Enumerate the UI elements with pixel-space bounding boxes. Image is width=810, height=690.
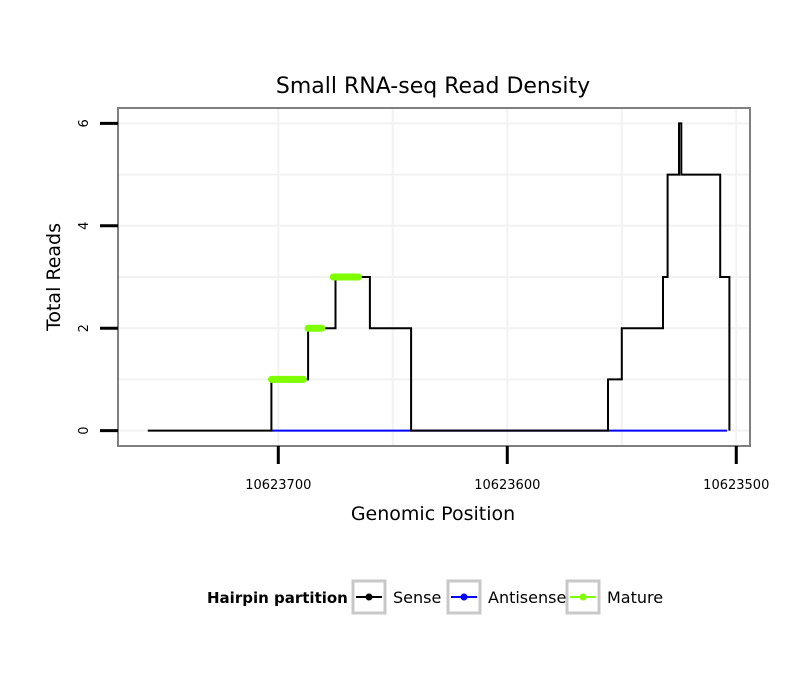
legend-point-sense bbox=[365, 593, 373, 601]
legend-label-antisense: Antisense bbox=[488, 588, 566, 607]
legend-item-antisense: Antisense bbox=[446, 579, 566, 615]
legend-key-antisense bbox=[446, 579, 482, 615]
y-tick-label: 0 bbox=[77, 426, 92, 434]
axes: 10623700 10623600 10623500 0 2 4 6 bbox=[77, 119, 769, 493]
legend-point-antisense bbox=[460, 593, 468, 601]
legend: Hairpin partition Sense Antisense Mature bbox=[207, 579, 663, 615]
x-tick-label: 10623600 bbox=[474, 478, 540, 493]
legend-point-mature bbox=[579, 593, 587, 601]
series-layer bbox=[147, 122, 731, 432]
y-tick-label: 4 bbox=[77, 222, 92, 230]
legend-label-mature: Mature bbox=[607, 588, 663, 607]
legend-title: Hairpin partition bbox=[207, 589, 348, 607]
x-axis-title: Genomic Position bbox=[351, 503, 515, 525]
y-axis-title: Total Reads bbox=[43, 223, 65, 332]
y-tick-label: 2 bbox=[77, 324, 92, 332]
legend-item-sense: Sense bbox=[351, 579, 441, 615]
x-tick-label: 10623500 bbox=[703, 478, 769, 493]
series-sense-line bbox=[147, 122, 731, 432]
legend-item-mature: Mature bbox=[565, 579, 663, 615]
x-tick-label: 10623700 bbox=[245, 478, 311, 493]
y-tick-label: 6 bbox=[77, 119, 92, 127]
legend-label-sense: Sense bbox=[393, 588, 441, 607]
chart-title: Small RNA-seq Read Density bbox=[276, 74, 590, 99]
